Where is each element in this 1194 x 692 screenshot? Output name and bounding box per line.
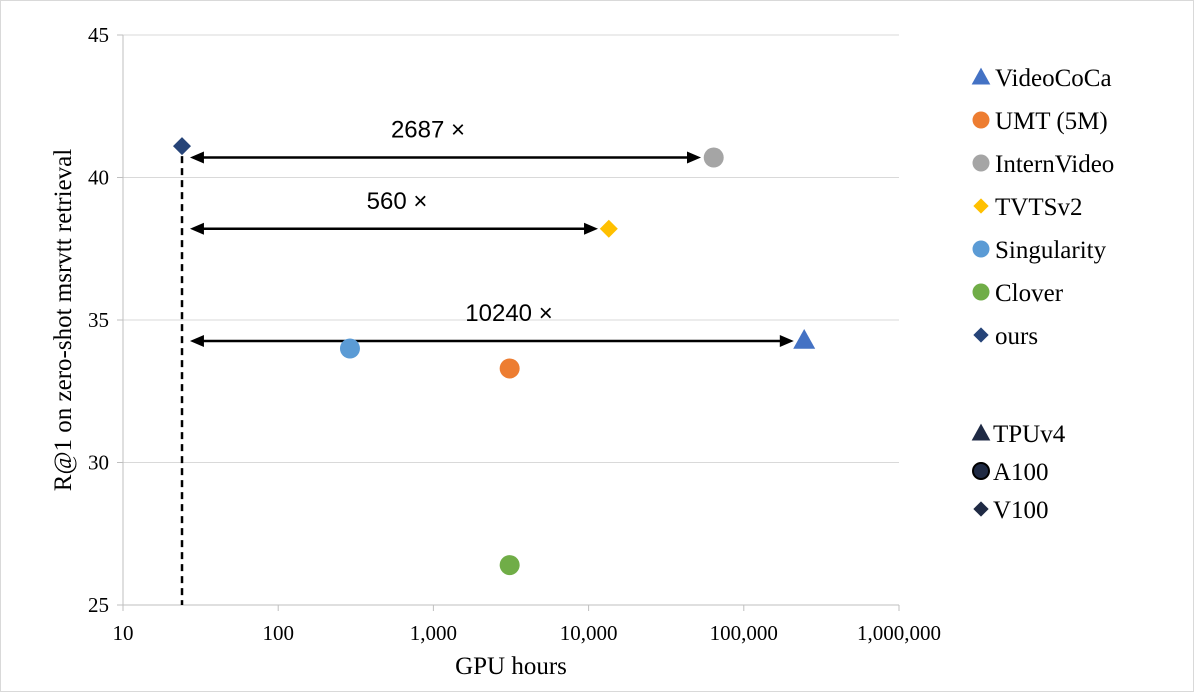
hardware-legend: TPUv4 A100 V100 bbox=[971, 421, 1066, 524]
data-point-clover bbox=[499, 555, 520, 576]
speedup-label: 560 × bbox=[367, 188, 428, 215]
legend-marker-tvtsv2 bbox=[973, 198, 989, 214]
legend-marker-ours bbox=[973, 327, 989, 343]
arrow-head bbox=[584, 222, 599, 235]
x-tick-label: 1,000 bbox=[410, 621, 457, 645]
arrow-head bbox=[779, 334, 794, 347]
x-axis-title: GPU hours bbox=[455, 653, 567, 680]
legend-marker-clover bbox=[972, 283, 990, 301]
series-legend: VideoCoCa UMT (5M) InternVideo TVTSv2 Singul… bbox=[971, 65, 1114, 350]
y-axis-title: R@1 on zero-shot msrvtt retrieval bbox=[50, 149, 77, 491]
axes: 25 30 35 40 45 10 100 1,000 10,000 100,000 1,000,0… bbox=[88, 23, 941, 645]
speedup-annotations: 2687 × 560 × 10240 × bbox=[180, 117, 794, 605]
hardware-label-v100: V100 bbox=[993, 497, 1049, 524]
data-point-internvideo bbox=[703, 147, 724, 168]
gridlines bbox=[123, 34, 899, 463]
legend-marker-videococa bbox=[971, 67, 991, 85]
x-tick-label: 1,000,000 bbox=[857, 621, 941, 645]
x-tick-label: 10,000 bbox=[560, 621, 618, 645]
speedup-label: 10240 × bbox=[465, 300, 552, 327]
arrow-head bbox=[189, 222, 204, 235]
arrow-head bbox=[189, 151, 204, 164]
hardware-marker-a100 bbox=[972, 462, 990, 480]
speedup-label: 2687 × bbox=[391, 117, 465, 144]
y-tick-label: 25 bbox=[88, 593, 109, 617]
data-point-videococa bbox=[793, 328, 816, 349]
y-tick-label: 35 bbox=[88, 308, 109, 332]
hardware-marker-v100 bbox=[973, 501, 989, 517]
x-tick-label: 100,000 bbox=[710, 621, 778, 645]
legend-label-videococa: VideoCoCa bbox=[995, 65, 1112, 92]
hardware-label-a100: A100 bbox=[993, 459, 1049, 486]
legend-marker-singularity bbox=[972, 240, 990, 258]
y-tick-label: 30 bbox=[88, 451, 109, 475]
x-tick-label: 100 bbox=[262, 621, 294, 645]
legend-marker-umt-5m bbox=[972, 111, 990, 129]
data-point-singularity bbox=[339, 338, 360, 359]
data-point-tvtsv2 bbox=[599, 219, 618, 238]
data-point-umt-5m bbox=[499, 358, 520, 379]
legend-label-ours: ours bbox=[995, 323, 1038, 350]
hardware-marker-tpuv4 bbox=[971, 423, 991, 441]
arrow-head bbox=[687, 151, 702, 164]
y-tick-label: 45 bbox=[88, 23, 109, 47]
data-points bbox=[173, 137, 816, 576]
arrow-head bbox=[189, 334, 204, 347]
legend-marker-internvideo bbox=[972, 154, 990, 172]
hardware-label-tpuv4: TPUv4 bbox=[993, 421, 1066, 448]
x-tick-label: 10 bbox=[113, 621, 134, 645]
y-tick-label: 40 bbox=[88, 166, 109, 190]
legend-label-singularity: Singularity bbox=[995, 237, 1107, 264]
legend-label-internvideo: InternVideo bbox=[995, 151, 1114, 178]
legend-label-umt-5m: UMT (5M) bbox=[995, 108, 1108, 135]
legend-label-tvtsv2: TVTSv2 bbox=[995, 194, 1083, 221]
legend-label-clover: Clover bbox=[995, 280, 1064, 307]
data-point-ours bbox=[173, 137, 192, 156]
